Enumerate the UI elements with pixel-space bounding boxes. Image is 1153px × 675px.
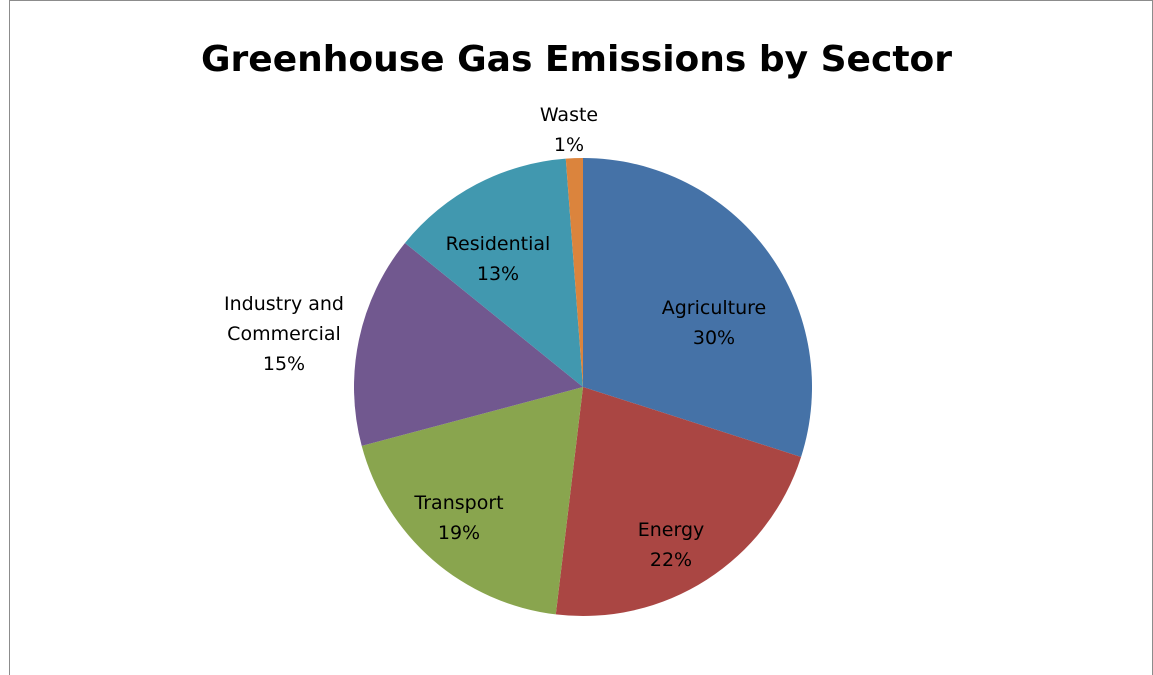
slice-label-transport: Transport: [413, 492, 503, 514]
slice-percent-energy: 22%: [650, 549, 692, 571]
pie-slices: [354, 158, 813, 617]
slice-label-agriculture: Agriculture: [662, 297, 767, 319]
slice-label-industry-and-commercial-line-1: Industry and: [224, 293, 344, 315]
chart-title: Greenhouse Gas Emissions by Sector: [200, 39, 953, 80]
slice-percent-transport: 19%: [438, 522, 480, 544]
slice-label-waste: Waste: [540, 104, 598, 126]
pie-slice-waste: [565, 158, 583, 387]
slice-label-energy: Energy: [638, 519, 705, 541]
pie-slice-transport: [361, 387, 583, 615]
pie-slice-industry-and-commercial: [354, 242, 583, 446]
slice-percent-industry-and-commercial: 15%: [263, 353, 305, 375]
slice-label-residential: Residential: [446, 233, 551, 255]
slice-percent-waste: 1%: [554, 134, 584, 156]
pie-labels: Agriculture 30% Energy 22% Transport 19% Indus…: [224, 104, 766, 571]
pie-slice-residential: [404, 158, 583, 387]
slice-label-industry-and-commercial-line-2: Commercial: [227, 323, 341, 345]
pie-slice-energy: [555, 387, 802, 617]
slice-percent-agriculture: 30%: [693, 327, 735, 349]
slice-percent-residential: 13%: [477, 263, 519, 285]
pie-slice-agriculture: [583, 158, 813, 457]
